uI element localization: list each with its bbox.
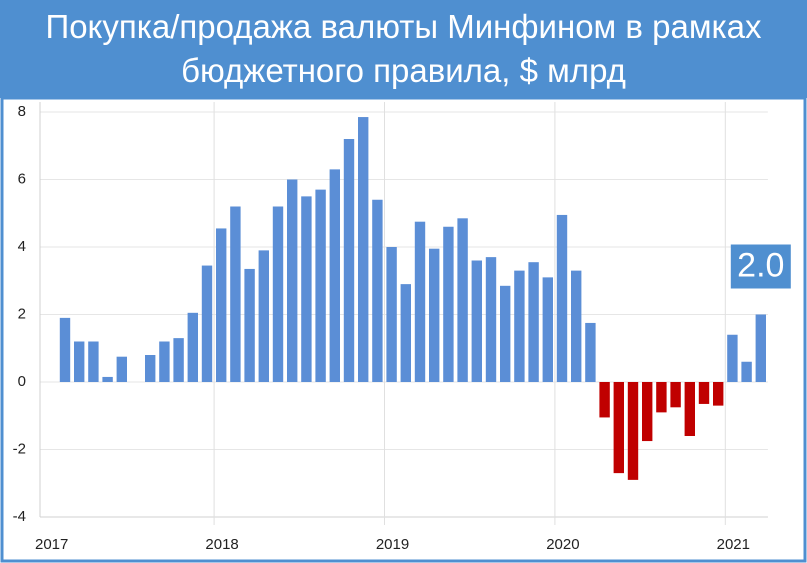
bar	[627, 382, 639, 480]
bar	[59, 317, 71, 382]
x-tick-label: 2018	[205, 536, 238, 553]
bar	[301, 196, 312, 382]
bar	[358, 117, 369, 382]
chart-title: Покупка/продажа валюты Минфином в рамках…	[45, 8, 762, 89]
title-bar: Покупка/продажа валюты Минфином в рамках…	[0, 0, 807, 98]
bar	[429, 248, 440, 382]
bar	[571, 270, 582, 382]
bar	[187, 312, 198, 382]
x-tick-label: 2021	[717, 536, 750, 553]
y-tick-label: -4	[13, 508, 26, 525]
bar	[656, 382, 667, 413]
bar	[145, 355, 156, 382]
bar	[230, 206, 241, 382]
bar	[713, 382, 724, 406]
bar	[500, 285, 511, 382]
bar	[400, 284, 411, 382]
y-tick-label: 6	[18, 170, 26, 187]
frame	[0, 96, 807, 563]
bar	[741, 361, 752, 382]
bar	[414, 221, 426, 382]
bar	[485, 257, 497, 382]
bar	[727, 334, 738, 382]
bar	[457, 218, 468, 382]
bar	[443, 226, 454, 382]
y-tick-label: 0	[18, 373, 26, 390]
y-tick-label: 2	[18, 305, 26, 322]
bar	[173, 338, 184, 382]
bar	[258, 250, 269, 382]
y-tick-label: 8	[18, 103, 26, 120]
x-tick-label: 2017	[35, 536, 68, 553]
x-tick-label: 2020	[546, 536, 579, 553]
bar	[88, 341, 99, 382]
bar	[329, 169, 340, 382]
bar	[116, 356, 127, 382]
y-tick-label: 4	[18, 238, 26, 255]
bar	[599, 382, 610, 418]
bar	[386, 247, 397, 382]
bar	[74, 341, 85, 382]
bar	[102, 376, 113, 382]
bar	[201, 265, 213, 382]
bar	[585, 322, 596, 382]
bar	[244, 268, 255, 382]
value-label: 2.0	[737, 246, 784, 284]
bar	[471, 260, 482, 382]
bar	[514, 270, 525, 382]
bar	[670, 382, 681, 408]
bar	[528, 262, 539, 382]
bar	[556, 214, 568, 382]
bar	[372, 199, 383, 382]
value-label-box	[730, 244, 791, 289]
bar	[698, 382, 710, 404]
y-tick-label: -2	[13, 440, 26, 457]
bar	[343, 139, 355, 382]
bar	[159, 341, 170, 382]
bar	[684, 382, 695, 436]
bar	[613, 382, 624, 474]
bar	[755, 314, 766, 382]
bar	[272, 206, 284, 382]
x-tick-label: 2019	[376, 536, 409, 553]
bar	[287, 179, 298, 382]
bar	[642, 382, 653, 442]
bar	[216, 228, 227, 382]
bar	[315, 189, 326, 382]
bar	[542, 277, 553, 382]
